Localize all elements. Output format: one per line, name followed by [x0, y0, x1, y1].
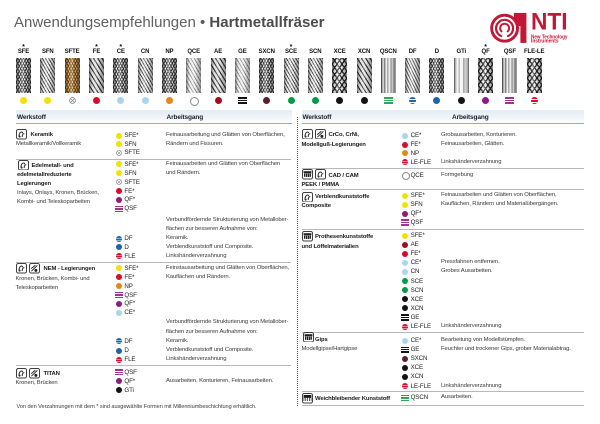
svg-text:Instruments: Instruments	[531, 39, 559, 45]
svg-text:New Technology: New Technology	[531, 35, 568, 41]
svg-text:NTI: NTI	[531, 9, 568, 36]
